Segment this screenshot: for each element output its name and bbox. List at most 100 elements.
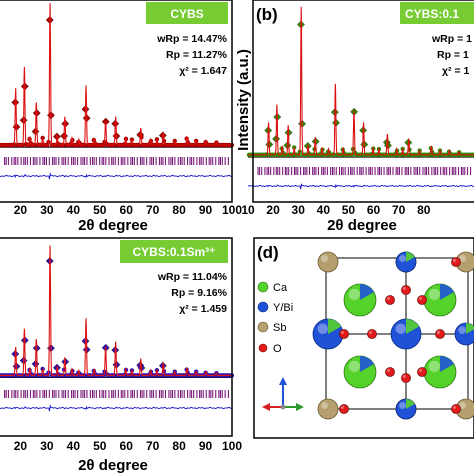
x-tick-label: 70	[146, 203, 160, 217]
x-tick-label: 10	[241, 203, 255, 217]
atoms	[312, 251, 474, 420]
o-atom	[401, 285, 411, 295]
o-atom	[417, 295, 427, 305]
x-tick-label: 80	[417, 203, 431, 217]
difference-curve	[0, 172, 233, 180]
x-tick-label: 50	[93, 203, 107, 217]
x-tick-label: 80	[172, 203, 186, 217]
panel-c-stat-wrp: wRp = 11.04%	[157, 271, 228, 283]
x-tick-label: 80	[172, 439, 186, 453]
panel-b-label: (b)	[256, 5, 278, 24]
legend-sb-swatch	[257, 321, 269, 333]
o-atom	[451, 257, 461, 267]
panel-a-plot	[0, 2, 235, 180]
panel-b-plot	[246, 6, 474, 190]
panel-b-stat-rp: Rp = 1	[437, 49, 469, 61]
x-tick-label: 30	[40, 439, 54, 453]
x-tick-label: 30	[40, 203, 54, 217]
legend-ybi-label: Y/Bi	[273, 302, 293, 314]
panel-c-badge-text: CYBS:0.1Sm³⁺	[132, 245, 215, 259]
o-atom	[401, 373, 411, 383]
o-atom	[339, 329, 349, 339]
panel-b: (b) CYBS:0.1 wRp = 1 Rp = 1 χ² = 1 Inten…	[235, 0, 474, 234]
ca-atom	[343, 283, 377, 317]
ca-atom	[343, 355, 377, 389]
x-tick-label: 90	[199, 439, 213, 453]
sb-atom	[455, 398, 474, 420]
x-tick-label: 70	[146, 439, 160, 453]
x-tick-label: 60	[120, 439, 134, 453]
panel-a-frame	[0, 0, 233, 203]
panel-a-stat-chi2: χ² = 1.647	[179, 65, 227, 77]
panel-a-x-ticks: 20 30 40 50 60 70 80 90 100	[14, 203, 243, 217]
o-atom	[367, 329, 377, 339]
x-tick-label: 20	[14, 439, 28, 453]
panel-b-stat-chi2: χ² = 1	[442, 65, 470, 77]
panel-c-xlabel: 2θ degree	[78, 457, 148, 474]
panel-b-x-ticks: 10 20 30 40 50 60 70 80	[241, 203, 430, 217]
panel-d: (d) Ca Y/Bi Sb O	[253, 237, 474, 439]
o-atom	[339, 404, 349, 414]
sb-atom	[455, 251, 474, 273]
x-tick-label: 60	[367, 203, 381, 217]
panel-a-badge-text: CYBS	[170, 7, 203, 21]
panel-a-stat-wrp: wRp = 14.47%	[156, 33, 227, 45]
x-tick-label: 20	[14, 203, 28, 217]
o-atom	[451, 404, 461, 414]
panel-c-plot	[0, 245, 235, 412]
legend-ca-label: Ca	[273, 282, 288, 294]
panel-a-badge	[146, 2, 228, 24]
panel-c-stat-chi2: χ² = 1.459	[179, 303, 227, 315]
panel-b-frame	[252, 0, 474, 203]
x-tick-label: 100	[222, 203, 242, 217]
sb-atom	[317, 251, 339, 273]
panel-c-badge	[120, 240, 228, 263]
panel-a-stat-rp: Rp = 11.27%	[166, 49, 228, 61]
ybi-atom	[390, 318, 422, 350]
x-tick-label: 40	[67, 439, 81, 453]
ca-atom	[423, 283, 457, 317]
x-tick-label: 40	[317, 203, 331, 217]
ca-atom	[423, 355, 457, 389]
difference-curve	[247, 183, 474, 190]
x-tick-label: 70	[392, 203, 406, 217]
x-tick-label: 50	[342, 203, 356, 217]
x-tick-label: 90	[199, 203, 213, 217]
panel-b-ylabel: Intensity (a.u.)	[235, 49, 252, 151]
calculated-line	[0, 245, 232, 376]
o-atom	[417, 367, 427, 377]
panel-b-badge	[400, 2, 474, 24]
panel-a: CYBS wRp = 14.47% Rp = 11.27% χ² = 1.647…	[0, 0, 242, 234]
legend-o-swatch	[258, 343, 268, 353]
structure-legend: Ca Y/Bi Sb O	[257, 281, 293, 355]
x-tick-label: 20	[266, 203, 280, 217]
o-atom	[385, 367, 395, 377]
difference-curve	[0, 404, 233, 412]
panel-b-xlabel: 2θ degree	[327, 217, 397, 234]
panel-c-x-ticks: 20 30 40 50 60 70 80 90 100	[14, 439, 243, 453]
panel-d-frame	[253, 237, 474, 439]
ybi-atom	[454, 322, 474, 346]
panel-b-stat-wrp: wRp = 1	[431, 33, 472, 45]
panel-b-badge-text: CYBS:0.1	[405, 7, 459, 21]
o-atom	[385, 295, 395, 305]
calculated-line	[248, 6, 474, 156]
ybi-atom	[395, 251, 417, 273]
ybi-atom	[395, 398, 417, 420]
x-tick-label: 40	[67, 203, 81, 217]
panel-c-frame	[0, 237, 233, 437]
legend-ybi-swatch	[257, 301, 269, 313]
panel-d-label: (d)	[257, 243, 279, 262]
x-tick-label: 100	[222, 439, 242, 453]
panel-c-stat-rp: Rp = 9.16%	[171, 287, 227, 299]
x-tick-label: 60	[120, 203, 134, 217]
panel-a-xlabel: 2θ degree	[78, 217, 148, 234]
legend-sb-label: Sb	[273, 322, 286, 334]
o-atom	[435, 329, 445, 339]
ybi-atom	[312, 318, 344, 350]
x-tick-label: 30	[292, 203, 306, 217]
x-tick-label: 50	[93, 439, 107, 453]
legend-o-label: O	[273, 343, 282, 355]
panel-c: CYBS:0.1Sm³⁺ wRp = 11.04% Rp = 9.16% χ² …	[0, 237, 243, 474]
